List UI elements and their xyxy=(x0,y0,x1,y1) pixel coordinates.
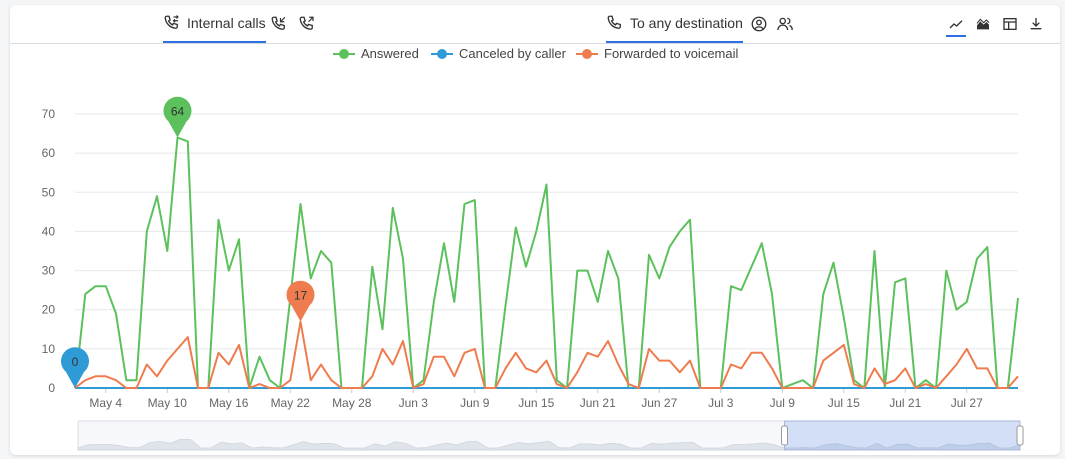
navigator-selection[interactable] xyxy=(784,420,1021,451)
tab-to-any-destination[interactable]: To any destination xyxy=(606,5,743,43)
annotation-pin xyxy=(163,96,192,138)
annotation-label: 17 xyxy=(294,288,308,302)
legend-item: Canceled by caller xyxy=(459,46,567,61)
x-tick-label: Jun 27 xyxy=(641,396,677,410)
phone-icon xyxy=(606,14,624,32)
y-tick-label: 30 xyxy=(42,264,56,278)
table-view-icon[interactable] xyxy=(1000,13,1020,35)
x-tick-label: Jul 3 xyxy=(708,396,734,410)
navigator-left-handle[interactable] xyxy=(781,425,788,446)
line-chart-icon[interactable] xyxy=(946,13,966,37)
x-tick-label: May 16 xyxy=(209,396,249,410)
annotation-pin xyxy=(61,347,90,388)
legend-item: Answered xyxy=(361,46,419,61)
annotation-pin xyxy=(286,280,315,322)
y-tick-label: 60 xyxy=(42,146,56,160)
tab-internal-calls[interactable]: Internal calls xyxy=(163,5,266,43)
x-tick-label: Jul 27 xyxy=(951,396,983,410)
phone-transfer-icon xyxy=(163,14,181,32)
series-line xyxy=(74,136,1019,389)
x-tick-label: Jul 9 xyxy=(770,396,796,410)
x-tick-label: Jun 3 xyxy=(399,396,429,410)
report-toolbar: Internal calls To any destination xyxy=(10,5,1060,44)
user-circle-icon[interactable] xyxy=(749,13,769,35)
x-tick-label: May 28 xyxy=(332,396,372,410)
y-tick-label: 40 xyxy=(42,224,56,238)
y-tick-label: 70 xyxy=(42,107,56,121)
outgoing-call-icon[interactable] xyxy=(297,13,317,35)
tab-internal-calls-label: Internal calls xyxy=(187,15,266,31)
legend-item: Forwarded to voicemail xyxy=(604,46,738,61)
tab-to-any-destination-label: To any destination xyxy=(630,15,743,31)
y-tick-label: 0 xyxy=(48,381,55,395)
y-tick-label: 20 xyxy=(42,303,56,317)
navigator-area xyxy=(77,438,1021,451)
x-tick-label: Jul 21 xyxy=(889,396,921,410)
y-tick-label: 10 xyxy=(42,342,56,356)
legend-swatch-dot xyxy=(339,49,349,59)
area-chart-icon[interactable] xyxy=(973,13,993,35)
user-group-icon[interactable] xyxy=(775,13,795,35)
legend-swatch-dot xyxy=(437,49,447,59)
y-tick-label: 50 xyxy=(42,185,56,199)
x-tick-label: Jun 9 xyxy=(460,396,490,410)
annotation-label: 64 xyxy=(171,104,185,118)
x-tick-label: Jul 15 xyxy=(828,396,860,410)
x-tick-label: May 4 xyxy=(89,396,122,410)
legend-swatch-dot xyxy=(582,49,592,59)
x-tick-label: Jun 15 xyxy=(518,396,554,410)
annotation-label: 0 xyxy=(72,355,79,369)
download-icon[interactable] xyxy=(1026,13,1046,35)
navigator-right-handle[interactable] xyxy=(1016,425,1024,446)
incoming-call-icon[interactable] xyxy=(269,13,289,35)
series-line xyxy=(74,320,1019,389)
x-tick-label: May 22 xyxy=(271,396,311,410)
x-tick-label: May 10 xyxy=(148,396,188,410)
x-tick-label: Jun 21 xyxy=(580,396,616,410)
